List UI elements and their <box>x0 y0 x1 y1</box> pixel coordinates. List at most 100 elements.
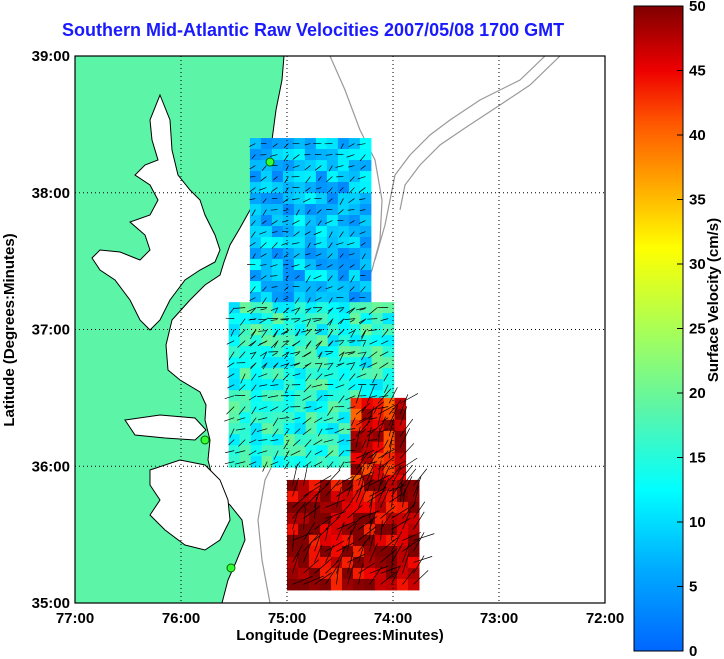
velocity-arrow <box>359 308 366 311</box>
velocity-arrow <box>350 329 356 338</box>
velocity-arrow <box>262 362 268 370</box>
velocity-arrow <box>377 388 392 404</box>
velocity-cell <box>350 441 363 454</box>
velocity-arrow <box>336 242 344 246</box>
velocity-cell <box>249 149 262 161</box>
colorbar-tick-label: 10 <box>689 514 706 531</box>
velocity-cell <box>348 292 361 304</box>
velocity-arrow <box>362 341 366 347</box>
velocity-arrow <box>324 373 334 377</box>
velocity-cell <box>283 324 296 336</box>
velocity-arrow <box>284 176 289 183</box>
velocity-cell <box>359 270 372 282</box>
velocity-arrow <box>305 220 311 226</box>
velocity-arrow <box>249 352 256 355</box>
velocity-arrow <box>360 450 367 461</box>
velocity-arrow <box>323 439 334 443</box>
velocity-arrow <box>272 362 279 369</box>
velocity-cell <box>249 193 262 205</box>
velocity-arrow <box>250 308 256 315</box>
velocity-arrow <box>240 373 246 384</box>
velocity-arrow <box>292 531 313 541</box>
velocity-arrow <box>250 220 256 226</box>
velocity-arrow <box>259 318 268 324</box>
velocity-arrow <box>372 373 378 384</box>
velocity-cell <box>349 335 362 347</box>
velocity-arrow <box>347 551 354 574</box>
velocity-cell <box>326 204 339 216</box>
velocity-cell <box>375 578 387 591</box>
velocity-arrow <box>262 352 267 359</box>
velocity-cell <box>383 408 396 421</box>
velocity-cell <box>337 182 350 194</box>
velocity-arrow <box>368 395 378 398</box>
chesapeake-bay <box>91 93 221 331</box>
velocity-cell <box>294 423 307 435</box>
velocity-cell <box>294 445 307 457</box>
velocity-cell <box>250 313 263 325</box>
velocity-cell <box>353 501 365 514</box>
velocity-arrow <box>260 253 267 258</box>
velocity-arrow <box>366 461 376 481</box>
velocity-cell <box>359 193 372 205</box>
velocity-cell <box>239 324 252 336</box>
velocity-arrow <box>380 477 390 497</box>
velocity-cell <box>360 357 373 369</box>
velocity-arrow <box>355 415 373 426</box>
velocity-cell <box>282 204 295 216</box>
velocity-arrow <box>303 484 322 497</box>
velocity-cell <box>271 149 284 161</box>
velocity-cell <box>304 226 317 238</box>
velocity-arrow <box>413 555 425 574</box>
velocity-cell <box>359 226 372 238</box>
velocity-cell <box>327 456 340 468</box>
velocity-arrow <box>270 340 279 349</box>
velocity-cell <box>228 445 241 457</box>
velocity-cell <box>320 490 332 503</box>
velocity-cell <box>382 324 395 336</box>
velocity-cell <box>337 160 350 172</box>
velocity-arrow <box>250 286 256 294</box>
velocity-cell <box>364 523 376 536</box>
velocity-cell <box>360 379 373 391</box>
velocity-cell <box>294 357 307 369</box>
velocity-cell <box>350 430 363 443</box>
velocity-cell <box>309 512 321 525</box>
velocity-arrow <box>291 264 300 268</box>
velocity-arrow <box>346 154 355 158</box>
velocity-cell <box>372 419 385 432</box>
velocity-arrow <box>369 518 372 541</box>
velocity-arrow <box>302 395 312 401</box>
velocity-cell <box>394 452 407 465</box>
velocity-arrow <box>305 330 311 336</box>
velocity-arrow <box>369 566 383 585</box>
velocity-cell <box>315 237 328 249</box>
velocity-cell <box>316 302 329 314</box>
velocity-cell <box>239 357 252 369</box>
velocity-cell <box>364 545 376 558</box>
velocity-arrow <box>358 187 366 193</box>
velocity-arrow <box>391 551 394 574</box>
velocity-cell <box>304 193 317 205</box>
velocity-cell <box>326 248 339 260</box>
velocity-arrow <box>344 461 356 463</box>
velocity-arrow <box>292 154 300 160</box>
velocity-cell <box>261 434 274 446</box>
velocity-arrow <box>384 439 389 447</box>
velocity-arrow <box>360 330 366 338</box>
velocity-cell <box>282 281 295 293</box>
velocity-arrow <box>295 275 300 280</box>
velocity-arrow <box>338 461 345 471</box>
colorbar-tick-label: 25 <box>689 321 706 338</box>
velocity-arrow <box>356 307 367 311</box>
velocity-arrow <box>304 165 311 171</box>
velocity-cell <box>375 501 387 514</box>
velocity-cell <box>337 215 350 227</box>
velocity-arrow <box>272 428 279 438</box>
velocity-arrow <box>327 253 333 259</box>
velocity-cell <box>249 160 262 172</box>
velocity-cell <box>293 270 306 282</box>
velocity-arrow <box>346 439 356 442</box>
velocity-arrow <box>270 461 279 466</box>
velocity-cell <box>239 346 252 358</box>
